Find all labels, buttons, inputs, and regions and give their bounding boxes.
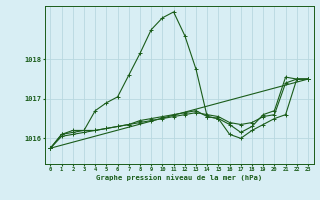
X-axis label: Graphe pression niveau de la mer (hPa): Graphe pression niveau de la mer (hPa) <box>96 174 262 181</box>
